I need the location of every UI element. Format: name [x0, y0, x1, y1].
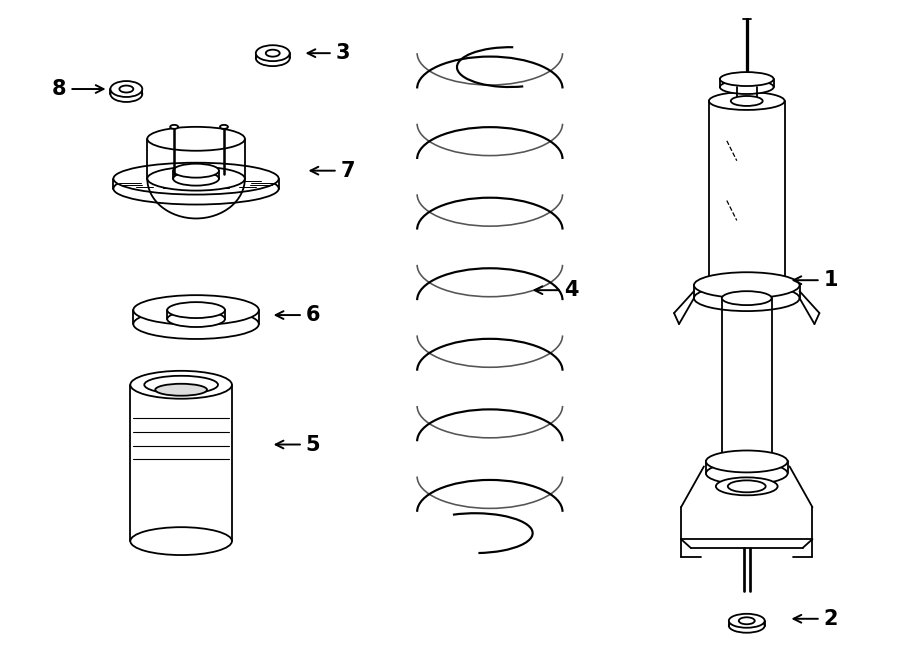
Text: 5: 5	[275, 434, 320, 455]
Ellipse shape	[720, 80, 774, 94]
Ellipse shape	[709, 92, 785, 110]
Ellipse shape	[148, 167, 245, 190]
Ellipse shape	[694, 285, 799, 311]
Text: 6: 6	[275, 305, 320, 325]
Ellipse shape	[167, 311, 225, 327]
Ellipse shape	[256, 50, 290, 66]
Ellipse shape	[256, 45, 290, 61]
Ellipse shape	[729, 619, 765, 633]
Ellipse shape	[130, 527, 232, 555]
Text: 3: 3	[308, 43, 350, 63]
Ellipse shape	[113, 163, 279, 194]
Ellipse shape	[111, 86, 142, 102]
Ellipse shape	[155, 384, 207, 396]
Ellipse shape	[266, 50, 280, 57]
Ellipse shape	[133, 309, 259, 339]
Ellipse shape	[722, 291, 771, 305]
Ellipse shape	[133, 295, 259, 325]
Text: 2: 2	[794, 609, 838, 629]
Ellipse shape	[706, 463, 788, 485]
Ellipse shape	[120, 85, 133, 93]
Text: 7: 7	[310, 161, 355, 180]
Ellipse shape	[739, 617, 755, 624]
Ellipse shape	[728, 481, 766, 492]
Ellipse shape	[706, 451, 788, 473]
Ellipse shape	[731, 96, 762, 106]
Ellipse shape	[144, 376, 218, 394]
Ellipse shape	[130, 371, 232, 399]
Ellipse shape	[148, 127, 245, 151]
Ellipse shape	[170, 125, 178, 129]
Ellipse shape	[720, 72, 774, 86]
Text: 8: 8	[52, 79, 104, 99]
Ellipse shape	[173, 172, 219, 186]
Ellipse shape	[111, 81, 142, 97]
Ellipse shape	[694, 272, 799, 298]
Ellipse shape	[716, 477, 778, 495]
Text: 1: 1	[794, 270, 838, 290]
Ellipse shape	[173, 164, 219, 178]
Ellipse shape	[729, 614, 765, 628]
Ellipse shape	[167, 302, 225, 318]
Ellipse shape	[113, 173, 279, 204]
Text: 4: 4	[535, 280, 579, 300]
Ellipse shape	[220, 125, 228, 129]
